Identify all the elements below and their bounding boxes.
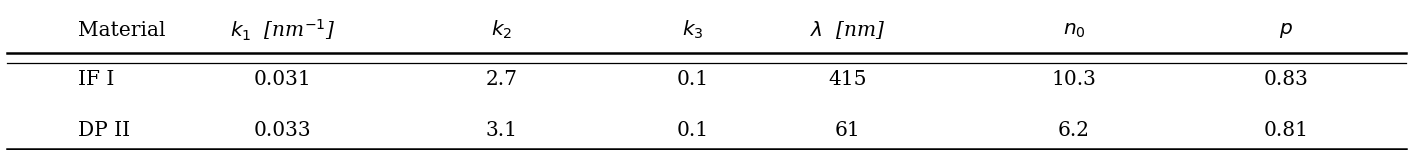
Text: $k_2$: $k_2$	[492, 19, 512, 41]
Text: 0.031: 0.031	[254, 70, 311, 89]
Text: Material: Material	[78, 21, 165, 39]
Text: $\lambda$  [nm]: $\lambda$ [nm]	[810, 19, 886, 41]
Text: 0.83: 0.83	[1263, 70, 1308, 89]
Text: 2.7: 2.7	[486, 70, 517, 89]
Text: 3.1: 3.1	[486, 121, 517, 140]
Text: $k_1$  [nm$^{-1}$]: $k_1$ [nm$^{-1}$]	[230, 17, 335, 43]
Text: 415: 415	[828, 70, 868, 89]
Text: DP II: DP II	[78, 121, 130, 140]
Text: $k_3$: $k_3$	[681, 19, 704, 41]
Text: 10.3: 10.3	[1051, 70, 1096, 89]
Text: 0.1: 0.1	[677, 70, 708, 89]
Text: $p$: $p$	[1279, 21, 1293, 39]
Text: 0.033: 0.033	[254, 121, 311, 140]
Text: $n_0$: $n_0$	[1063, 21, 1085, 39]
Text: 6.2: 6.2	[1058, 121, 1089, 140]
Text: IF I: IF I	[78, 70, 114, 89]
Text: 61: 61	[835, 121, 861, 140]
Text: 0.81: 0.81	[1263, 121, 1308, 140]
Text: 0.1: 0.1	[677, 121, 708, 140]
